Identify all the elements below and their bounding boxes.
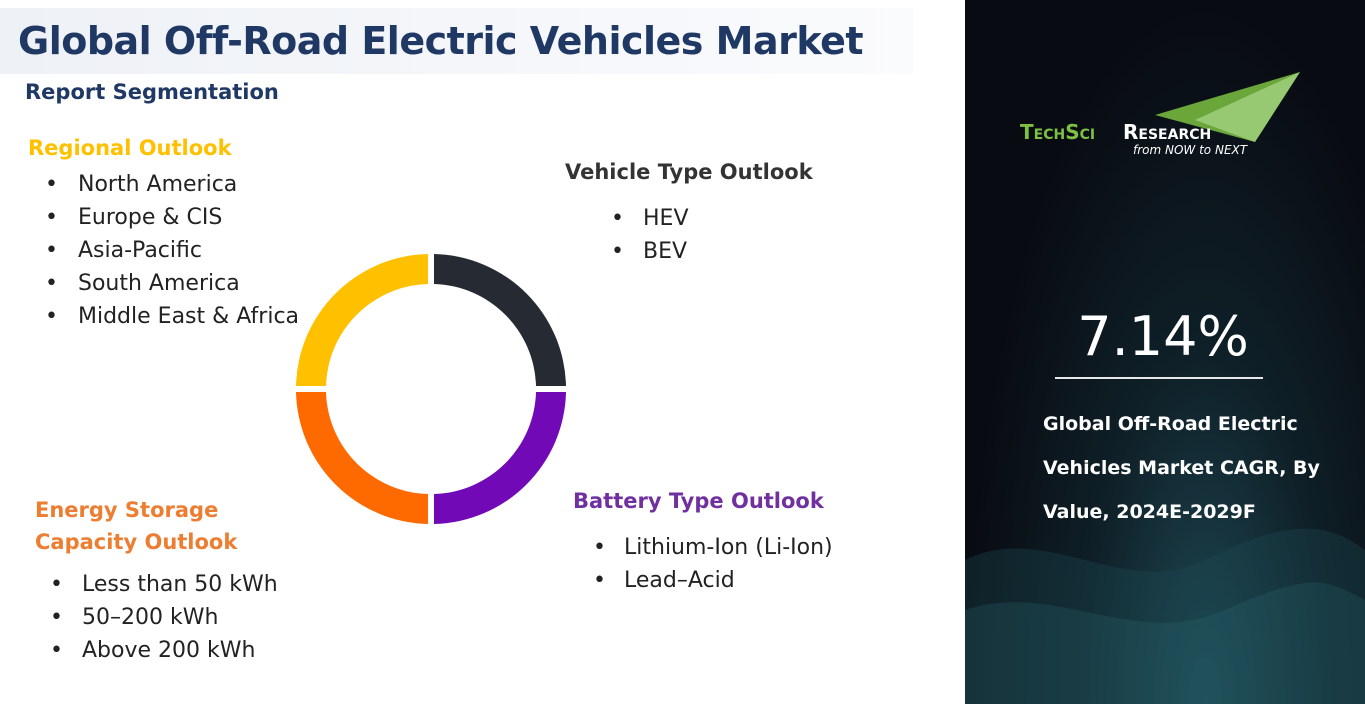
segment: Battery Type Outlook Lithium-Ion (Li-Ion)…	[573, 485, 833, 597]
wave	[965, 528, 1365, 704]
list-item: BEV	[565, 235, 813, 268]
wave	[965, 582, 1365, 704]
segment: Vehicle Type Outlook HEVBEV	[565, 156, 813, 268]
subtitle: Report Segmentation	[25, 80, 279, 104]
list-item: 50–200 kWh	[35, 601, 325, 634]
list-item: North America	[28, 168, 299, 201]
logo-tagline: from NOW to NEXT	[1133, 143, 1248, 157]
list-item: South America	[28, 267, 299, 300]
segment: Energy Storage Capacity Outlook Less than…	[35, 494, 325, 667]
list-item: Lead–Acid	[573, 564, 833, 597]
list-item: Lithium-Ion (Li-Ion)	[573, 531, 833, 564]
list-item: Less than 50 kWh	[35, 568, 325, 601]
donut-segment	[434, 254, 566, 386]
item-list: HEVBEV	[565, 202, 813, 268]
segment-title: Energy Storage Capacity Outlook	[35, 498, 238, 554]
item-list: North AmericaEurope & CISAsia-PacificSou…	[28, 168, 299, 333]
cagr-description: Global Off-Road Electric Vehicles Market…	[1043, 413, 1320, 523]
donut-segment	[434, 392, 566, 524]
logo-word: Research	[1123, 120, 1212, 144]
panel-art	[965, 72, 1365, 704]
logo-triangle	[1195, 72, 1300, 142]
donut	[296, 254, 566, 524]
list-item: HEV	[565, 202, 813, 235]
list-item: Middle East & Africa	[28, 300, 299, 333]
logo-brand: TechSci	[1020, 120, 1096, 144]
donut-segment	[296, 254, 428, 386]
item-list: Less than 50 kWh50–200 kWhAbove 200 kWh	[35, 568, 325, 667]
item-list: Lithium-Ion (Li-Ion)Lead–Acid	[573, 531, 833, 597]
divider	[1055, 377, 1263, 379]
segment-title: Regional Outlook	[28, 136, 232, 160]
segment: Regional Outlook North AmericaEurope & CI…	[28, 132, 299, 333]
segment-title: Battery Type Outlook	[573, 489, 824, 513]
list-item: Above 200 kWh	[35, 634, 325, 667]
page-title: Global Off-Road Electric Vehicles Market	[0, 8, 913, 74]
list-item: Europe & CIS	[28, 201, 299, 234]
donut-segment	[296, 392, 428, 524]
list-item: Asia-Pacific	[28, 234, 299, 267]
segment-title: Vehicle Type Outlook	[565, 160, 813, 184]
cagr-value: 7.14%	[1077, 305, 1249, 368]
